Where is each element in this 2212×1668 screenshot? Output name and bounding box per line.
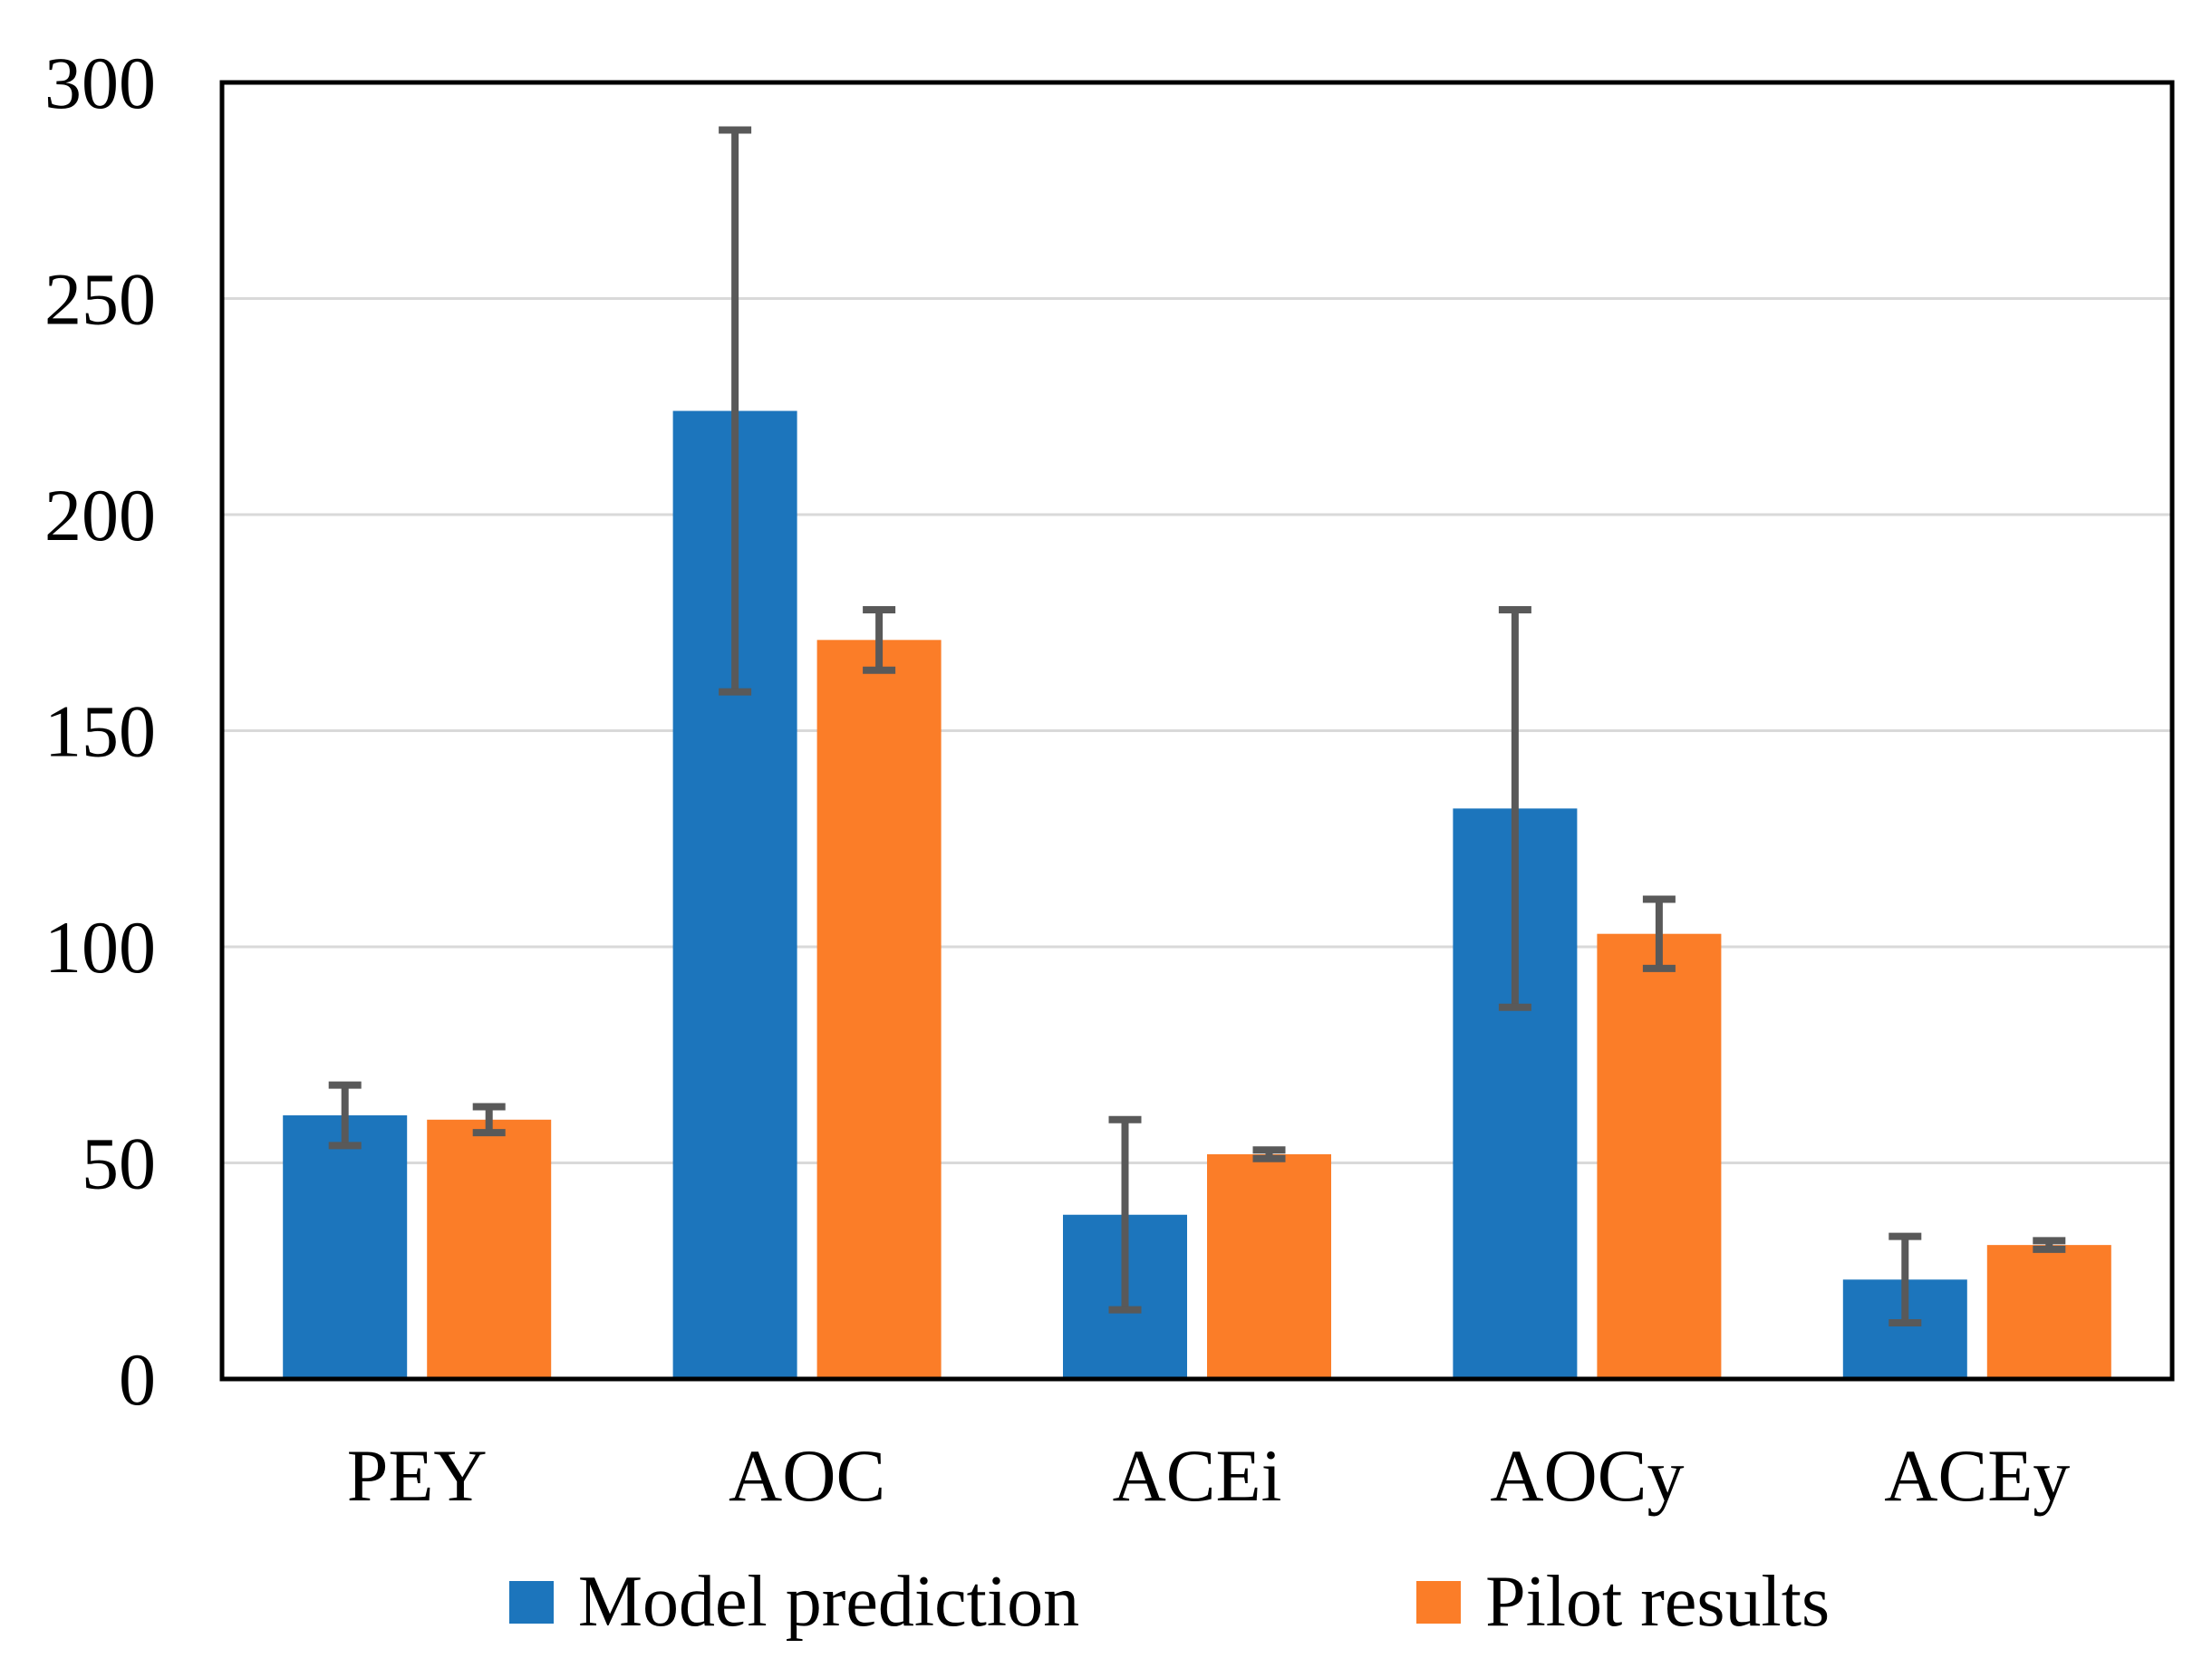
bar-pilot-results-PEY xyxy=(427,1119,552,1379)
legend-label-pilot-results: Pilot results xyxy=(1485,1562,1830,1642)
bar-pilot-results-ACEi xyxy=(1207,1153,1331,1379)
x-category-label-AOC: AOC xyxy=(729,1434,885,1517)
y-tick-label-200: 200 xyxy=(44,474,156,556)
y-tick-label-100: 100 xyxy=(44,906,156,988)
bar-pilot-results-AOCy xyxy=(1597,933,1722,1379)
legend-swatch-pilot-results-icon xyxy=(1416,1580,1462,1624)
legend-label-model-prediction: Model prediction xyxy=(577,1562,1080,1642)
x-category-label-AOCy: AOCy xyxy=(1490,1434,1684,1517)
bar-pilot-results-AOC xyxy=(816,640,942,1379)
y-tick-label-300: 300 xyxy=(44,42,156,124)
bar-model-prediction-PEY xyxy=(283,1115,408,1379)
legend-swatch-model-prediction-icon xyxy=(508,1580,554,1624)
legend-item-pilot-results: Pilot results xyxy=(1416,1566,1830,1638)
y-tick-label-0: 0 xyxy=(119,1338,156,1421)
x-category-label-ACEi: ACEi xyxy=(1113,1434,1282,1517)
y-tick-label-250: 250 xyxy=(44,258,156,341)
x-category-label-PEY: PEY xyxy=(347,1434,488,1517)
bar-pilot-results-ACEy xyxy=(1986,1245,2111,1379)
x-category-label-ACEy: ACEy xyxy=(1884,1434,2070,1517)
y-tick-label-50: 50 xyxy=(82,1123,156,1205)
legend-item-model-prediction: Model prediction xyxy=(508,1562,1080,1642)
plot-border xyxy=(219,80,2175,1382)
y-tick-label-150: 150 xyxy=(44,690,156,773)
chart-legend: Model prediction Pilot results xyxy=(0,1566,2212,1638)
